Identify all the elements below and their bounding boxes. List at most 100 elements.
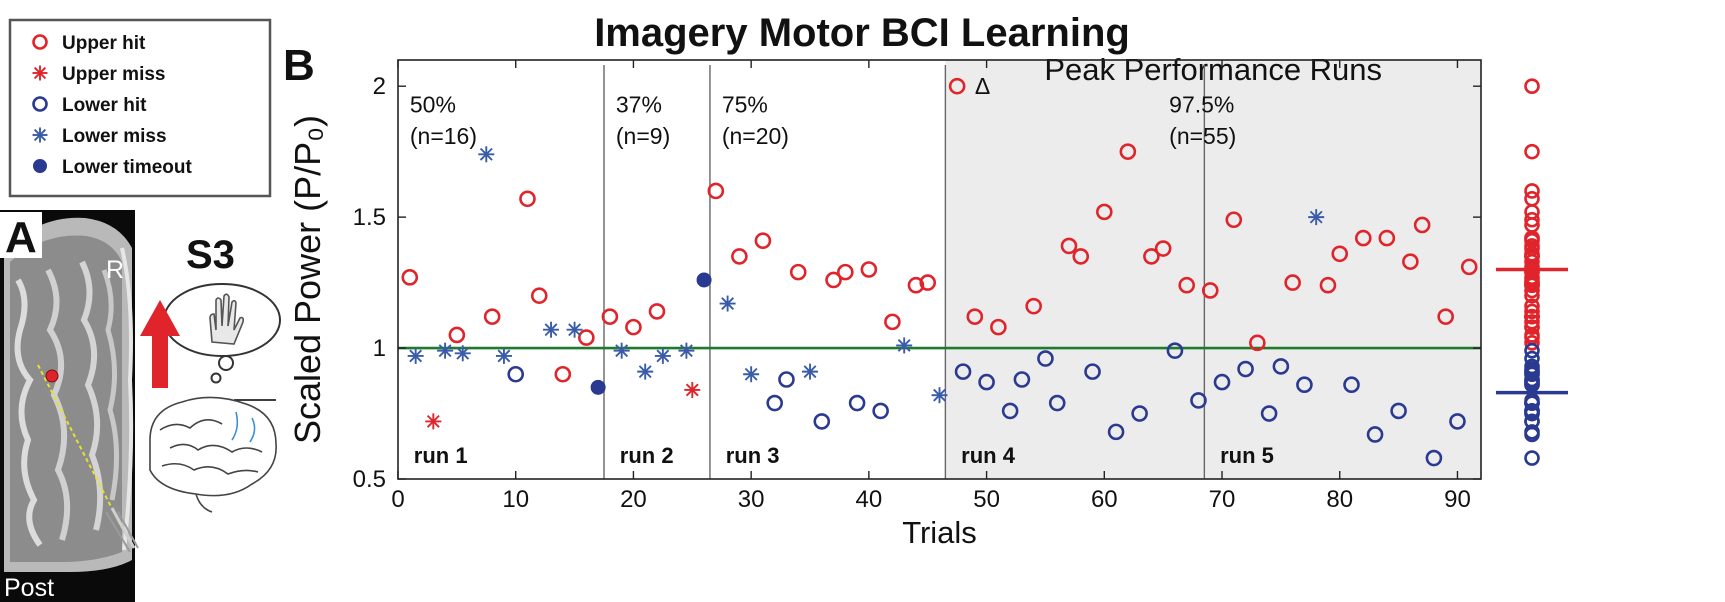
data-point-upper-hit: [1225, 211, 1243, 229]
data-point-lower-miss: [478, 146, 495, 163]
run-label: run 1: [414, 443, 468, 468]
legend-label: Lower miss: [62, 126, 167, 147]
accuracy-annotation: 50%: [410, 92, 456, 118]
data-point-lower-miss: [454, 345, 471, 362]
data-point-lower-miss: [437, 342, 454, 359]
marginal-point-upper: [1524, 211, 1540, 228]
data-point-lower-miss: [1308, 209, 1325, 226]
data-point-lower-hit: [1296, 376, 1313, 394]
data-point-upper-hit: [754, 232, 772, 249]
accuracy-annotation: 75%: [722, 92, 768, 118]
data-point-lower-hit: [1084, 363, 1101, 380]
data-point-lower-hit: [848, 394, 866, 412]
legend-marker-upper-miss: [32, 65, 48, 81]
data-point-upper-hit: [1025, 297, 1042, 315]
data-point-lower-miss: [743, 366, 760, 383]
legend-label: Upper miss: [62, 64, 165, 85]
data-point-lower-miss: [637, 363, 654, 380]
marginal-point-lower: [1524, 358, 1540, 375]
data-point-upper-hit: [707, 182, 725, 200]
marginal-point-lower: [1524, 450, 1540, 466]
x-tick-label: 0: [391, 486, 404, 513]
x-tick-label: 80: [1326, 486, 1353, 513]
data-point-upper-hit: [1460, 258, 1478, 276]
marginal-point-upper: [1524, 143, 1540, 160]
data-point-lower-hit: [766, 394, 783, 412]
up-arrow-icon: [140, 300, 180, 388]
marginal-distribution: [1496, 78, 1568, 466]
data-point-lower-hit: [1343, 376, 1360, 394]
y-tick-label: 2: [373, 73, 386, 100]
data-point-upper-hit: [907, 276, 925, 294]
data-point-upper-hit: [578, 329, 595, 346]
y-axis-label: Scaled Power (P/P₀): [287, 115, 328, 444]
accuracy-annotation: 97.5%: [1169, 92, 1234, 118]
data-point-upper-hit: [1143, 248, 1160, 265]
data-point-upper-hit: [919, 274, 937, 291]
legend-marker-lower-hit: [32, 96, 48, 112]
marginal-point-upper: [1524, 314, 1540, 330]
accuracy-annotation: (n=9): [616, 123, 670, 149]
data-point-lower-miss: [495, 347, 512, 364]
data-point-upper-miss: [684, 381, 701, 398]
x-tick-label: 60: [1091, 486, 1118, 513]
data-point-lower-hit: [1237, 360, 1254, 378]
panel-a-label: A: [5, 213, 37, 262]
data-point-upper-hit: [966, 308, 984, 325]
data-point-lower-hit: [507, 365, 525, 383]
data-point-lower-hit: [1390, 402, 1407, 420]
data-point-lower-miss: [719, 295, 736, 312]
accuracy-annotation: 37%: [616, 92, 662, 118]
data-point-lower-timeout: [696, 272, 712, 288]
data-point-upper-hit: [948, 77, 966, 95]
data-point-lower-hit: [978, 373, 995, 391]
data-point-lower-hit: [872, 402, 889, 420]
data-point-upper-hit: [1072, 248, 1090, 265]
data-point-upper-hit: [1060, 237, 1078, 255]
accuracy-annotation: (n=20): [722, 123, 789, 149]
accuracy-annotation: Δ: [975, 73, 990, 99]
data-point-upper-hit: [1413, 216, 1431, 234]
data-point-lower-miss: [802, 363, 819, 380]
marginal-point-lower: [1524, 342, 1540, 359]
x-tick-label: 30: [738, 486, 765, 513]
marginal-point-lower: [1524, 403, 1540, 419]
thought-bubble-icon: [163, 283, 281, 384]
data-point-lower-hit: [1366, 426, 1384, 443]
x-tick-label: 40: [856, 486, 883, 513]
data-point-lower-miss: [896, 337, 913, 354]
peak-performance-label: Peak Performance Runs: [1044, 52, 1382, 87]
data-point-upper-hit: [731, 248, 748, 265]
data-point-upper-miss: [425, 413, 442, 430]
marginal-point-lower: [1524, 413, 1540, 430]
plot-frame: [397, 59, 1482, 480]
x-tick-label: 90: [1444, 486, 1471, 513]
data-point-lower-miss: [407, 347, 424, 364]
data-point-upper-hit: [519, 190, 536, 208]
data-point-lower-hit: [1131, 405, 1148, 422]
data-point-upper-hit: [860, 261, 878, 278]
legend-marker-lower-timeout: [33, 159, 47, 173]
hand-icon: [209, 293, 244, 345]
data-point-upper-hit: [789, 263, 807, 281]
legend-label: Lower timeout: [62, 157, 193, 178]
data-point-upper-hit: [1178, 276, 1196, 294]
legend: Upper hit Upper miss Lower hit Lower miss Lo…: [8, 18, 272, 198]
x-tick-label: 20: [620, 486, 647, 513]
data-point-lower-miss: [566, 321, 583, 338]
data-point-lower-hit: [813, 413, 831, 430]
data-point-upper-hit: [648, 303, 666, 320]
y-tick-label: 1.5: [353, 204, 386, 231]
data-point-lower-miss: [931, 387, 948, 404]
x-axis-label: Trials: [902, 515, 977, 550]
data-point-upper-hit: [1319, 276, 1337, 294]
data-point-upper-hit: [554, 365, 572, 383]
chart-title: Imagery Motor BCI Learning: [594, 11, 1130, 55]
panel-a: A R Post S3: [0, 210, 281, 602]
data-point-lower-hit: [954, 363, 972, 380]
brain-icon: [149, 396, 277, 513]
data-point-upper-hit: [1331, 245, 1349, 263]
data-point-upper-hit: [1096, 203, 1113, 221]
data-point-upper-hit: [1154, 240, 1172, 257]
mri-right-label: R: [106, 256, 124, 284]
